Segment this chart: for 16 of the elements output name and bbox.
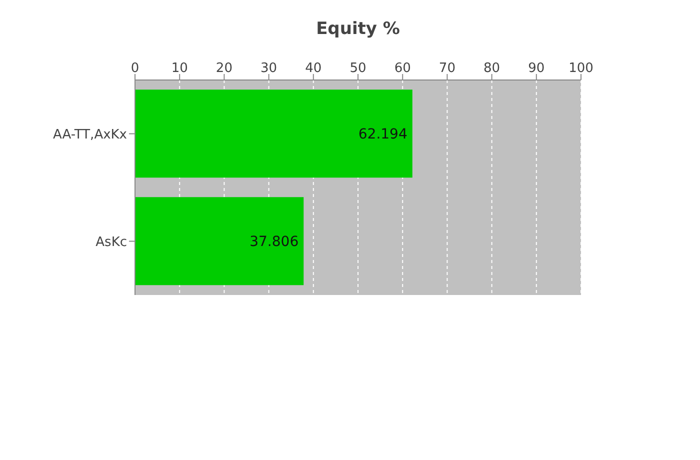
x-axis-title: Equity % [316,19,400,40]
x-tick-label: 50 [350,61,366,76]
x-tick-label: 60 [394,61,411,76]
x-tick-label: 80 [484,61,500,76]
data-label: 37.806 [250,234,299,250]
x-tick-label: 0 [130,61,140,76]
x-tick-label: 40 [305,61,322,76]
y-tick-label: AA-TT,AxKx [53,127,128,142]
x-tick-label: 90 [528,61,545,76]
x-tick-label: 30 [260,61,278,76]
y-tick-label: AsKc [96,234,127,250]
x-tick-label: 100 [568,61,594,76]
x-tick-label: 70 [438,61,456,76]
x-tick-label: 10 [171,61,188,76]
x-tick-label: 20 [216,61,232,76]
data-label: 62.194 [358,126,408,143]
